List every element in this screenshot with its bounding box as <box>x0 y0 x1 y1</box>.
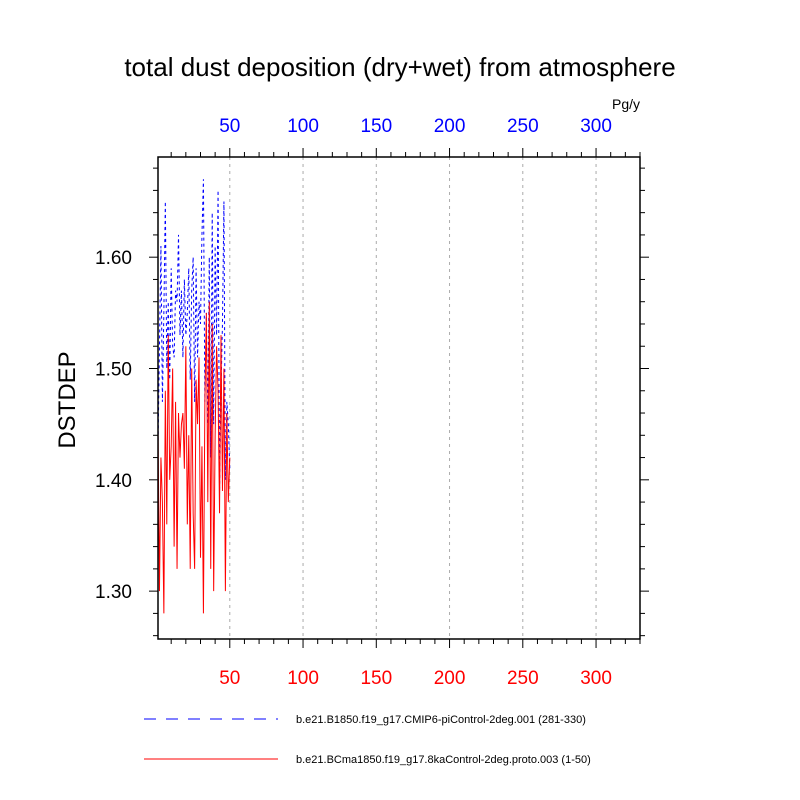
series-layer <box>157 179 231 614</box>
x-tick-label-bottom-100: 100 <box>287 668 319 689</box>
x-tick-label-top-200: 200 <box>434 116 466 137</box>
y-tick-label-2: 1.50 <box>95 360 132 381</box>
y-tick-label-0: 1.30 <box>95 582 132 603</box>
series-line-1 <box>157 301 231 614</box>
chart-title: total dust deposition (dry+wet) from atm… <box>124 52 675 82</box>
grid <box>229 157 597 639</box>
x-tick-label-bottom-250: 250 <box>507 668 539 689</box>
x-tick-label-top-150: 150 <box>360 116 392 137</box>
units-label: Pg/y <box>612 96 640 112</box>
x-tick-label-bottom-150: 150 <box>360 668 392 689</box>
x-tick-label-top-100: 100 <box>287 116 319 137</box>
y-tick-label-1: 1.40 <box>95 471 132 492</box>
x-tick-label-bottom-50: 50 <box>219 668 240 689</box>
x-tick-label-bottom-200: 200 <box>434 668 466 689</box>
legend-label-0: b.e21.B1850.f19_g17.CMIP6-piControl-2deg… <box>296 714 586 726</box>
y-tick-label-3: 1.60 <box>95 248 132 269</box>
legend-label-1: b.e21.BCma1850.f19_g17.8kaControl-2deg.p… <box>296 754 591 766</box>
x-tick-label-top-300: 300 <box>580 116 612 137</box>
x-tick-label-bottom-300: 300 <box>580 668 612 689</box>
ticks: 50 100 150 200 250 300 50 100 150 200 250 300 1.30 1.… <box>95 116 649 689</box>
x-tick-label-top-50: 50 <box>219 116 240 137</box>
x-tick-label-top-250: 250 <box>507 116 539 137</box>
y-axis-title: DSTDEP <box>54 351 81 448</box>
plot-frame <box>157 156 641 640</box>
legend: b.e21.B1850.f19_g17.CMIP6-piControl-2deg… <box>144 714 591 766</box>
